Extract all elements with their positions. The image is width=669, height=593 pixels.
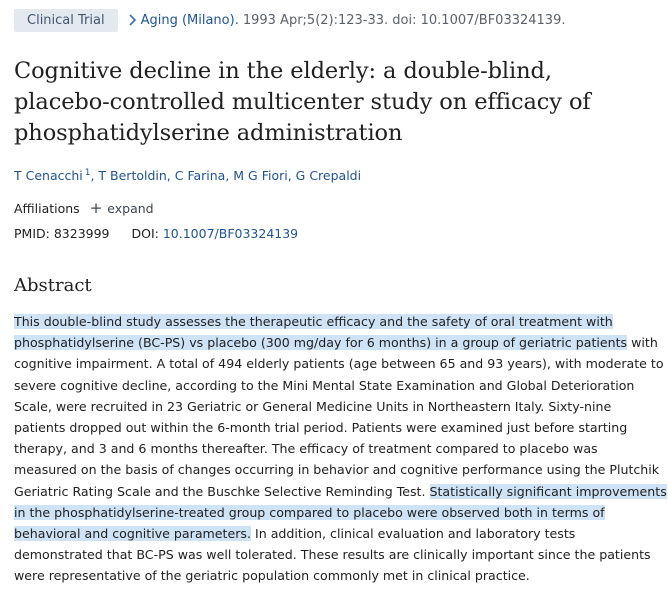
abstract-line: measured on the basis of changes occurri… [14, 459, 662, 480]
citation-text: 1993 Apr;5(2):123-33. doi: 10.1007/BF033… [242, 12, 566, 28]
abstract-text: This double-blind study assesses the the… [14, 311, 667, 586]
title-line: Cognitive decline in the elderly: a doub… [14, 58, 552, 84]
identifiers-row: PMID: 8323999 DOI: 10.1007/BF03324139 [14, 226, 298, 241]
affiliations-label: Affiliations [14, 201, 80, 216]
abstract-text-segment: Geriatric Rating Scale and the Buschke S… [14, 483, 430, 499]
expand-button[interactable]: + expand [89, 199, 154, 217]
abstract-line: This double-blind study assesses the the… [14, 311, 662, 332]
highlighted-text: This double-blind study assesses the the… [14, 314, 613, 329]
affiliation-ref[interactable]: 1 [84, 168, 91, 178]
expand-label: expand [107, 201, 154, 216]
highlighted-text: phosphatidylserine (BC-PS) vs placebo (3… [14, 335, 628, 351]
authors-list: T Cenacchi 1, T Bertoldin, C Farina, M G … [14, 168, 361, 183]
abstract-text-segment: therapy, and 3 and 6 months thereafter. … [14, 441, 598, 457]
title-line: phosphatidylserine administration [14, 120, 403, 146]
author-links[interactable]: , T Bertoldin, C Farina, M G Fiori, G Cr… [90, 168, 362, 184]
doi-label: DOI: [131, 226, 159, 241]
journal-link[interactable]: Aging (Milano). [140, 12, 239, 28]
abstract-text-segment: Scale, were recruited in 23 Geriatric or… [14, 398, 612, 414]
abstract-line: were representative of the geriatric pop… [14, 565, 662, 586]
publication-type-badge[interactable]: Clinical Trial [14, 8, 118, 32]
abstract-text-segment: with [627, 335, 658, 351]
abstract-heading: Abstract [14, 275, 92, 296]
plus-icon: + [89, 199, 103, 217]
abstract-line: in the phosphatidylserine-treated group … [14, 502, 662, 523]
citation-header: Clinical Trial Aging (Milano). 1993 Apr;… [14, 8, 565, 32]
abstract-line: behavioral and cognitive parameters. In … [14, 523, 662, 544]
affiliations-row: Affiliations + expand [14, 199, 154, 217]
abstract-text-segment: were representative of the geriatric pop… [14, 568, 530, 584]
abstract-line: demonstrated that BC-PS was well tolerat… [14, 544, 662, 565]
abstract-line: Geriatric Rating Scale and the Buschke S… [14, 481, 667, 502]
highlighted-text: behavioral and cognitive parameters. [14, 525, 251, 541]
abstract-text-segment: measured on the basis of changes occurri… [14, 462, 660, 478]
abstract-line: cognitive impairment. A total of 494 eld… [14, 353, 664, 374]
abstract-line: severe cognitive decline, according to t… [14, 375, 662, 396]
title-line: placebo-controlled multicenter study on … [14, 89, 591, 115]
highlighted-text: Statistically significant improvements [429, 483, 667, 499]
abstract-line: patients dropped out within the 6-month … [14, 417, 662, 438]
abstract-text-segment: cognitive impairment. A total of 494 eld… [14, 356, 664, 372]
article-title: Cognitive decline in the elderly: a doub… [14, 56, 654, 149]
doi-link[interactable]: 10.1007/BF03324139 [162, 226, 299, 241]
abstract-line: therapy, and 3 and 6 months thereafter. … [14, 438, 662, 459]
abstract-line: Scale, were recruited in 23 Geriatric or… [14, 396, 662, 417]
pmid-value: 8323999 [53, 226, 110, 241]
pmid-label: PMID: [14, 226, 50, 241]
abstract-text-segment: patients dropped out within the 6-month … [14, 419, 628, 435]
highlighted-text: in the phosphatidylserine-treated group … [14, 504, 605, 520]
abstract-text-segment: demonstrated that BC-PS was well tolerat… [14, 547, 651, 563]
abstract-text-segment: In addition, clinical evaluation and lab… [251, 525, 576, 541]
chevron-right-icon [128, 14, 137, 26]
author-link[interactable]: T Cenacchi [14, 168, 83, 184]
abstract-text-segment: severe cognitive decline, according to t… [14, 377, 635, 393]
abstract-line: phosphatidylserine (BC-PS) vs placebo (3… [14, 332, 662, 353]
